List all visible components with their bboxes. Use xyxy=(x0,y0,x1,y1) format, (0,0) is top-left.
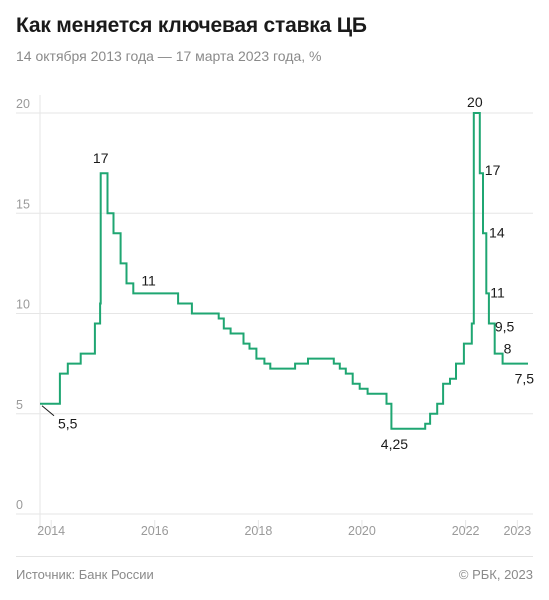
x-tick-label: 2020 xyxy=(348,524,376,538)
footer-divider xyxy=(16,556,533,557)
x-tick-label: 2023 xyxy=(503,524,531,538)
y-tick-label: 15 xyxy=(16,197,30,211)
x-tick-label: 2016 xyxy=(141,524,169,538)
y-axis: 0 5 10 15 20 xyxy=(16,97,30,512)
y-tick-label: 10 xyxy=(16,298,30,312)
y-tick-label: 5 xyxy=(16,398,23,412)
chart-subtitle: 14 октября 2013 года — 17 марта 2023 год… xyxy=(16,48,322,64)
y-tick-label: 20 xyxy=(16,97,30,111)
data-label: 9,5 xyxy=(495,319,515,335)
x-axis: 2014 2016 2018 2020 2022 2023 xyxy=(37,524,531,538)
series-layer xyxy=(40,112,528,430)
data-label: 17 xyxy=(93,150,109,166)
rate-step-line xyxy=(40,112,528,430)
data-label: 5,5 xyxy=(58,416,78,432)
data-label: 8 xyxy=(504,341,512,357)
grid xyxy=(16,95,533,530)
data-label: 20 xyxy=(467,94,483,110)
x-tick-label: 2022 xyxy=(452,524,480,538)
data-label: 7,5 xyxy=(515,371,535,387)
copyright: © РБК, 2023 xyxy=(458,567,533,582)
x-tick-label: 2014 xyxy=(37,524,65,538)
data-label: 17 xyxy=(485,162,501,178)
x-tick-label: 2018 xyxy=(244,524,272,538)
data-label: 11 xyxy=(490,284,505,300)
data-label: 4,25 xyxy=(381,436,408,452)
chart-title: Как меняется ключевая ставка ЦБ xyxy=(16,14,367,37)
label-leader xyxy=(41,405,55,417)
y-tick-label: 0 xyxy=(16,498,23,512)
data-label: 14 xyxy=(489,224,505,240)
data-label: 11 xyxy=(141,272,156,288)
source-note: Источник: Банк России xyxy=(16,567,154,582)
annotations: 17 11 20 17 14 11 9,5 87,5 5,5 4,25 xyxy=(41,94,535,452)
